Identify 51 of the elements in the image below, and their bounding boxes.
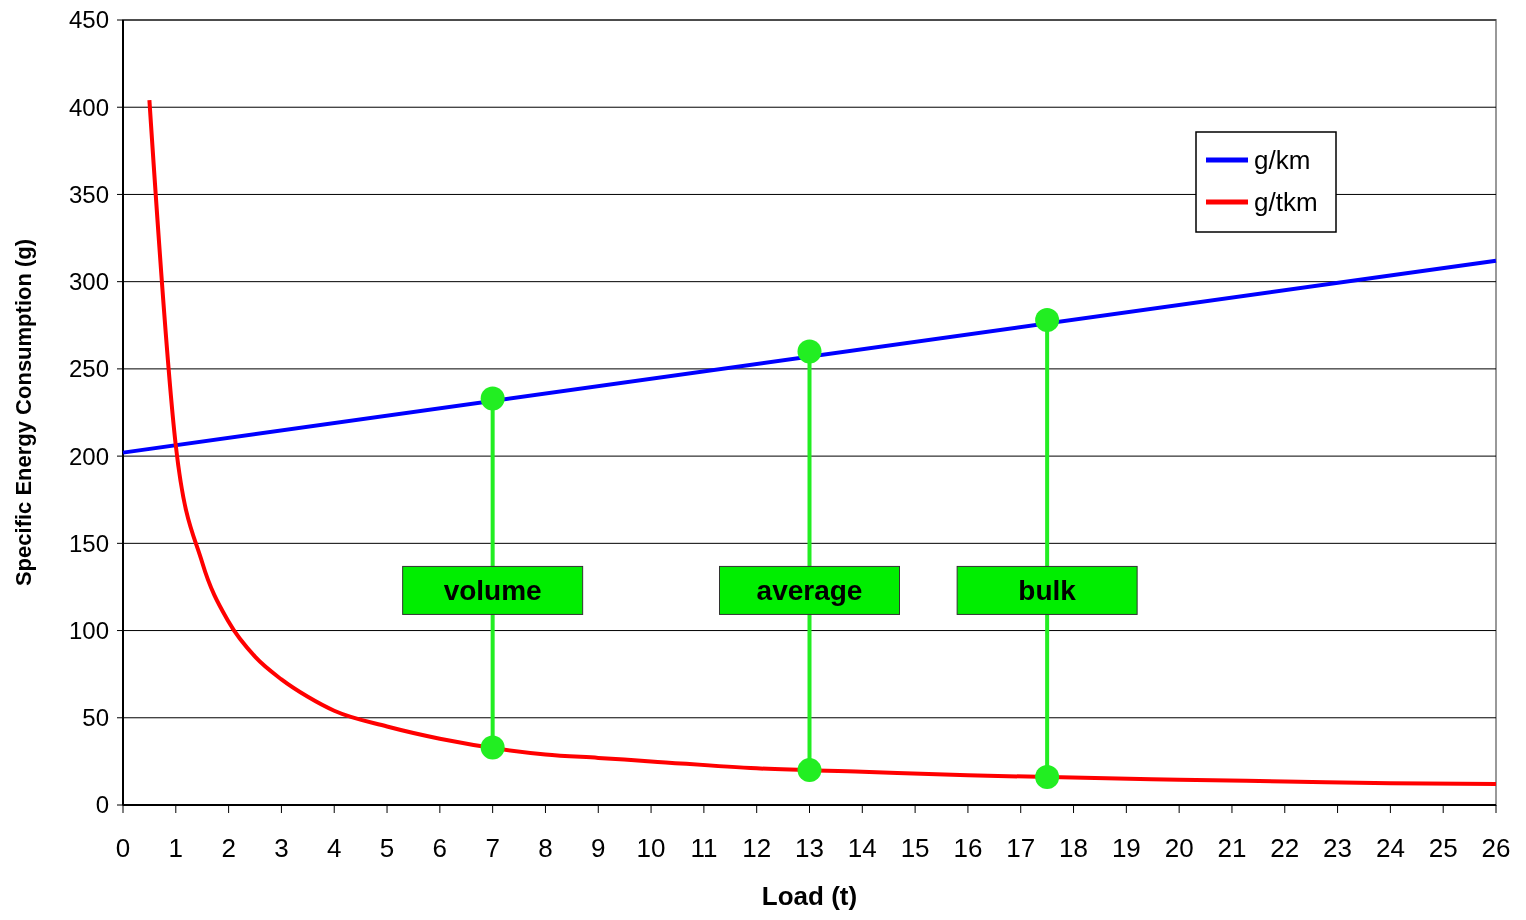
x-tick-label: 25: [1428, 833, 1458, 863]
x-axis-title: Load (t): [761, 881, 858, 911]
annotation: bulk: [1018, 575, 1077, 607]
point: [1035, 308, 1060, 333]
x-tick-label: 1: [168, 833, 184, 863]
x-tick-label: 17: [1006, 833, 1036, 863]
x-tick-label: 12: [742, 833, 772, 863]
point: [480, 735, 505, 760]
x-tick-label: 20: [1164, 833, 1194, 863]
point: [797, 339, 822, 364]
annotation: average: [756, 575, 863, 607]
x-tick-label: 11: [690, 833, 718, 863]
x-tick-label: 3: [274, 833, 289, 863]
y-tick-label: 250: [68, 355, 109, 383]
x-tick-label: 21: [1217, 833, 1247, 863]
x-tick-label: 19: [1111, 833, 1141, 863]
y-tick-label: 100: [68, 616, 109, 644]
y-tick-label: 300: [68, 268, 109, 296]
x-tick-label: 0: [115, 833, 131, 863]
x-tick-label: 18: [1059, 833, 1088, 863]
legend-label: g/tkm: [1254, 187, 1318, 218]
x-tick-label: 13: [795, 833, 824, 863]
y-tick-label: 50: [82, 704, 109, 732]
y-tick-label: 450: [68, 6, 109, 34]
legend-label: g/km: [1254, 145, 1311, 176]
x-tick-label: 26: [1481, 833, 1511, 863]
x-tick-label: 16: [953, 833, 983, 863]
x-tick-label: 14: [847, 833, 877, 863]
line-series: [147, 98, 1498, 787]
x-tick-label: 24: [1375, 833, 1405, 863]
x-tick-label: 2: [221, 833, 236, 863]
y-tick-label: 200: [68, 442, 109, 470]
x-tick-label: 22: [1270, 833, 1300, 863]
point: [1035, 765, 1060, 790]
annotation: volume: [443, 575, 542, 607]
x-tick-label: 4: [327, 833, 342, 863]
y-tick-label: 400: [68, 93, 109, 121]
x-tick-label: 6: [432, 833, 448, 863]
point: [797, 758, 822, 783]
x-tick-label: 5: [379, 833, 395, 863]
y-tick-label: 150: [68, 529, 109, 557]
y-tick-label: 350: [68, 180, 109, 208]
point: [480, 386, 505, 411]
y-tick-label: 0: [95, 791, 109, 819]
x-tick-label: 9: [591, 833, 606, 863]
y-axis-title: Specific Energy Consumption (g): [11, 238, 36, 587]
x-tick-label: 15: [900, 833, 930, 863]
x-tick-label: 7: [485, 833, 500, 863]
x-tick-label: 23: [1323, 833, 1353, 863]
x-tick-label: 8: [538, 833, 553, 863]
x-tick-label: 10: [636, 833, 666, 863]
